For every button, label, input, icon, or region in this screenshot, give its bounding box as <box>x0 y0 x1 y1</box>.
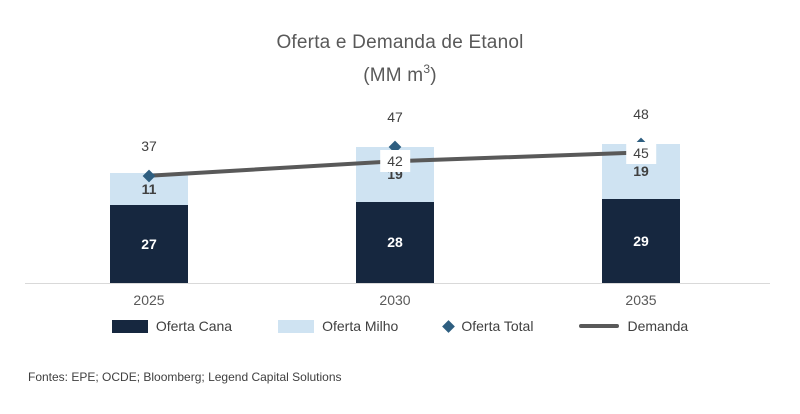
chart-title: Oferta e Demanda de Etanol (MM m3) <box>0 30 800 89</box>
bar-segment-cana: 28 <box>356 201 434 283</box>
x-axis-line <box>25 283 770 284</box>
legend-label: Oferta Cana <box>155 318 233 334</box>
legend-swatch-diamond <box>442 319 456 333</box>
legend-item-oferta-cana: Oferta Cana <box>111 318 233 334</box>
total-data-label: 48 <box>633 105 649 122</box>
legend-label: Oferta Total <box>461 318 534 334</box>
category-label: 2025 <box>133 292 165 308</box>
bar-segment-cana: 29 <box>602 198 680 283</box>
demand-data-label: 45 <box>626 141 656 164</box>
total-data-label: 47 <box>387 108 403 125</box>
category-label: 2035 <box>625 292 657 308</box>
total-data-label: 37 <box>141 137 157 154</box>
sources-footer: Fontes: EPE; OCDE; Bloomberg; Legend Cap… <box>28 370 342 384</box>
legend-item-demanda: Demanda <box>579 318 688 334</box>
legend-swatch-line <box>579 324 620 328</box>
demand-data-label: 42 <box>380 150 410 173</box>
chart-title-line2: (MM m3) <box>363 62 437 86</box>
chart-title-superscript: 3 <box>423 62 431 76</box>
legend-swatch-bar <box>278 319 315 333</box>
category-label: 2030 <box>379 292 411 308</box>
legend-label: Oferta Milho <box>322 318 399 334</box>
legend-swatch-bar <box>111 319 148 333</box>
bar-segment-cana: 27 <box>110 204 188 283</box>
legend-item-oferta-total: Oferta Total <box>442 318 534 334</box>
legend-item-oferta-milho: Oferta Milho <box>278 318 398 334</box>
chart-legend: Oferta Cana Oferta Milho Oferta Total Deman… <box>0 318 800 334</box>
chart-title-line1: Oferta e Demanda de Etanol <box>276 32 524 53</box>
legend-label: Demanda <box>627 318 689 334</box>
